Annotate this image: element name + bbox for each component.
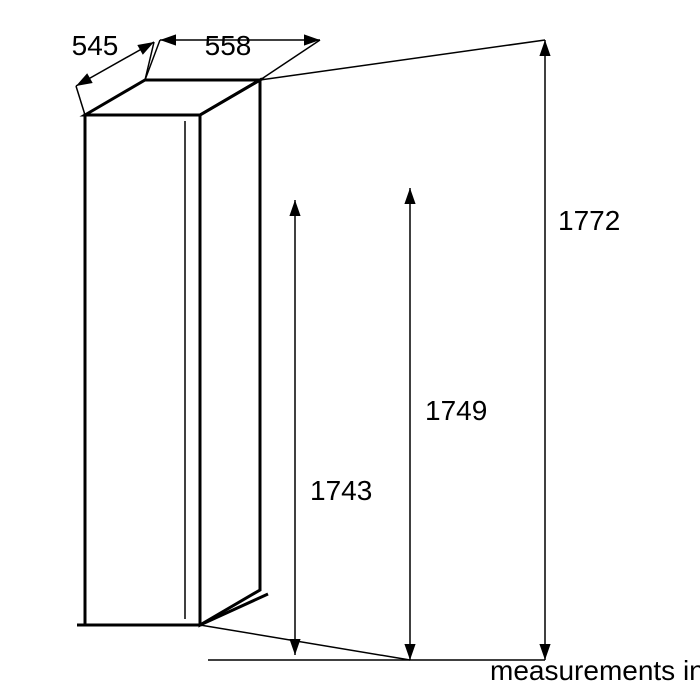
dim-height-mid: 1749 (200, 188, 487, 660)
dim-depth-label: 545 (72, 30, 119, 61)
dim-width-label: 558 (205, 30, 252, 61)
dim-width: 558 (145, 30, 320, 80)
dim-height-inner: 1743 (289, 200, 372, 655)
dim-height-outer-label: 1772 (558, 205, 620, 236)
appliance-box (77, 80, 268, 625)
dim-height-inner-label: 1743 (310, 475, 372, 506)
footer-text: measurements in m (490, 655, 700, 686)
dim-height-outer: 1772 (208, 40, 620, 660)
dim-depth: 545 (72, 30, 154, 115)
dim-height-mid-label: 1749 (425, 395, 487, 426)
